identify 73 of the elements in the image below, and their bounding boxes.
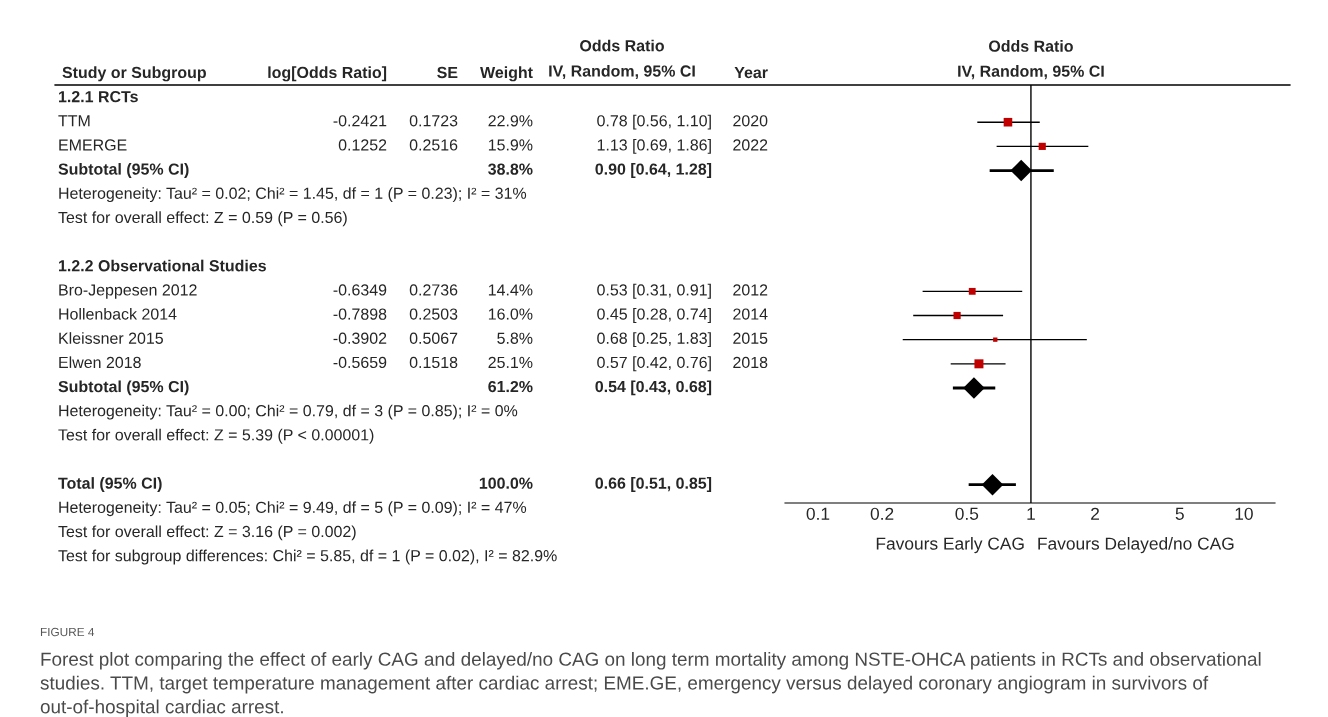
x-tick-label: 0.5 (955, 507, 979, 520)
text: 0.5067 (409, 332, 458, 344)
chart-title: Odds Ratio (989, 40, 1073, 52)
category-label: 1.2.2 Observational Studies (59, 259, 266, 272)
text: 1.13 [0.69, 1.86] (597, 138, 711, 154)
text: 0.1723 (409, 115, 458, 127)
x-tick-label: 1 (1027, 507, 1035, 520)
text: 0.57 [0.42, 0.76] (597, 356, 711, 372)
text: 2018 (733, 356, 768, 369)
text: 0.68 [0.25, 1.83] (597, 332, 711, 348)
text: Favours Delayed/no CAG (1038, 537, 1234, 554)
text: 0.2736 (409, 284, 458, 296)
text: 22.9% (488, 115, 533, 127)
text: 0.90 [0.64, 1.28] (595, 163, 712, 178)
category-label: Heterogeneity: Tau² = 0.02; Chi² = 1.45, df = 1 (P = 0.23); I² = 31% (59, 187, 527, 203)
category-label: Hollenback 2014 (59, 308, 177, 320)
text: 2015 (733, 332, 768, 344)
x-tick-label: 0.2 (870, 507, 894, 520)
text: -0.5659 (333, 356, 387, 369)
category-label: Subtotal (95% CI) (58, 380, 189, 396)
text: 0.45 [0.28, 0.74] (597, 308, 711, 323)
category-label: EMERGE (59, 139, 127, 151)
text: 5.8% (497, 332, 533, 344)
category-label: Elwen 2018 (59, 356, 141, 369)
category-label: SE (437, 66, 458, 79)
text: 61.2% (488, 380, 533, 393)
category-label: Bro-Jeppesen 2012 (59, 284, 197, 299)
text: -0.7898 (333, 308, 387, 320)
category-label: Kleissner 2015 (59, 332, 163, 344)
x-tick-label: 10 (1235, 507, 1253, 520)
text: Favours Early CAG (876, 537, 1024, 554)
category-label: Test for subgroup differences: Chi² = 5.85, df = 1 (P = 0.02), I² = 82.9% (58, 549, 557, 565)
category-label: Test for overall effect: Z = 3.16 (P = 0.002) (58, 525, 356, 541)
x-tick-label: 5 (1175, 507, 1184, 520)
category-label: Test for overall effect: Z = 0.59 (P = 0.56) (58, 211, 347, 227)
text: 2014 (733, 308, 768, 320)
text: 0.1518 (409, 356, 458, 369)
category-label: Heterogeneity: Tau² = 0.00; Chi² = 0.79, df = 3 (P = 0.85); I² = 0% (59, 404, 518, 420)
x-tick-label: 2 (1091, 507, 1099, 520)
category-label: Heterogeneity: Tau² = 0.05; Chi² = 9.49, df = 5 (P = 0.09); I² = 47% (59, 501, 527, 517)
text: 0.78 [0.56, 1.10] (597, 114, 711, 130)
text: Forest plot comparing the effect of early CAG and delayed/no CAG on long term mortality among NSTE-OHCA patients in RCTs and observational studies. TTM, target temperature management after cardiac arrest; EME.GE, emergency versus delayed coronary angiogram in survivors of out-of-hospital cardiac arrest. (40, 652, 1261, 717)
text: 0.66 [0.51, 0.85] (595, 477, 712, 492)
text: 0.2516 (409, 139, 458, 151)
text: 100.0% (479, 477, 533, 489)
category-label: TTM (58, 115, 90, 127)
text: 0.1252 (338, 139, 387, 151)
text: 2020 (733, 115, 768, 127)
caption: FIGURE 4 (40, 627, 95, 637)
chart-subtitle: IV, Random, 95% CI (958, 65, 1104, 80)
text: 0.53 [0.31, 0.91] (597, 283, 711, 299)
text: 15.9% (488, 139, 533, 151)
category-label: log[Odds Ratio] (268, 66, 387, 82)
text: -0.3902 (333, 332, 387, 344)
text: 25.1% (488, 356, 533, 369)
category-label: 1.2.1 RCTs (59, 90, 138, 103)
category-label: Subtotal (95% CI) (58, 163, 189, 178)
text: Study or Subgroup (62, 66, 206, 82)
category-label: Odds Ratio IV, Random, 95% CI (549, 39, 695, 79)
text: -0.6349 (333, 284, 387, 296)
text: -0.2421 (333, 115, 387, 127)
text: 2012 (733, 284, 768, 296)
category-label: Weight (480, 66, 533, 82)
text: 2022 (733, 139, 768, 151)
text: 0.2503 (409, 308, 458, 320)
category-label: Test for overall effect: Z = 5.39 (P < 0.00001) (58, 428, 374, 444)
text: 0.54 [0.43, 0.68] (595, 380, 712, 396)
text: 16.0% (488, 308, 533, 320)
text: 38.8% (488, 163, 533, 175)
category-label: Total (95% CI) (58, 477, 162, 492)
category-label: Year (734, 66, 768, 79)
x-tick-label: 0.1 (806, 507, 830, 520)
text: 14.4% (488, 284, 533, 296)
